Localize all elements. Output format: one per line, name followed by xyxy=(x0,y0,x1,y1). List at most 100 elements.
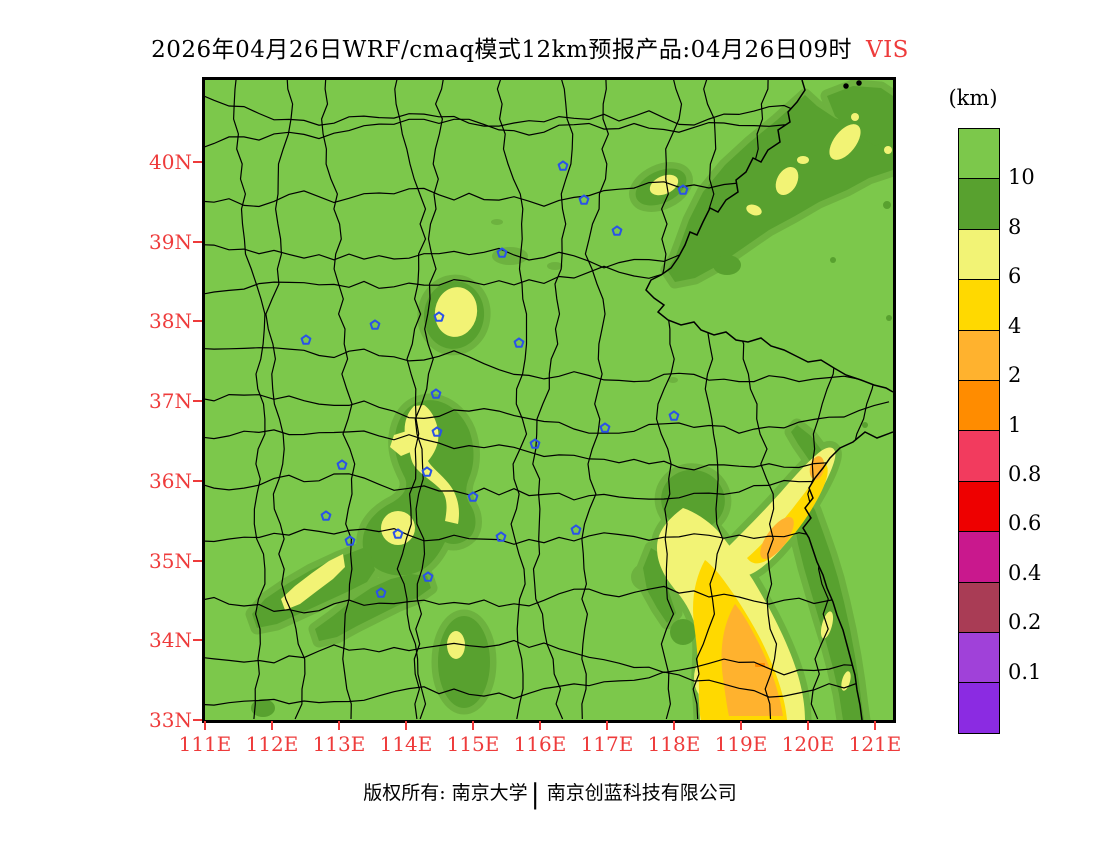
boundary-line xyxy=(205,93,890,127)
station-marker xyxy=(375,587,387,598)
lat-tick-mark xyxy=(193,479,202,482)
colorbar-cell xyxy=(959,683,999,733)
lon-tick-label: 117E xyxy=(580,732,634,756)
boundary-line xyxy=(413,80,445,720)
lon-tick-mark xyxy=(405,721,407,730)
colorbar-cell xyxy=(959,129,999,180)
boundary-line xyxy=(205,639,890,676)
lat-tick-mark xyxy=(193,240,202,243)
lat-tick-label: 40N xyxy=(149,150,192,174)
lon-tick-mark xyxy=(874,721,876,730)
colorbar-cell xyxy=(959,229,999,281)
page-title: 2026年04月26日WRF/cmaq模式12km预报产品:04月26日09时 V… xyxy=(0,30,1060,64)
colorbar-cell xyxy=(959,633,999,684)
visibility-contour-map xyxy=(205,80,893,720)
lat-tick-label: 33N xyxy=(149,708,192,732)
lat-tick-mark xyxy=(193,559,202,562)
lat-tick-label: 34N xyxy=(149,628,192,653)
lat-tick-mark xyxy=(193,639,202,642)
lon-tick-mark xyxy=(740,721,742,730)
lon-tick-label: 111E xyxy=(178,732,232,756)
station-marker xyxy=(496,247,508,258)
boundary-line xyxy=(232,80,266,720)
forecast-map xyxy=(202,77,896,723)
colorbar-tick-label: 10 xyxy=(1008,165,1035,190)
station-marker xyxy=(557,160,569,171)
boundary-line xyxy=(496,80,528,720)
lon-tick-mark xyxy=(472,721,474,730)
boundary-line xyxy=(205,585,890,614)
station-marker xyxy=(611,225,623,236)
lon-tick-label: 121E xyxy=(848,732,902,756)
station-marker xyxy=(431,426,443,437)
boundary-line xyxy=(581,80,610,720)
lon-tick-label: 120E xyxy=(781,732,835,756)
contour-dark-green-8-10km xyxy=(251,86,893,720)
boundary-line xyxy=(655,80,683,720)
lon-tick-mark xyxy=(338,721,340,730)
station-marker xyxy=(336,459,348,470)
colorbar-cell xyxy=(959,481,999,533)
colorbar-tick-label: 0.2 xyxy=(1008,610,1042,635)
title-variable: VIS xyxy=(865,37,909,63)
boundary-line xyxy=(320,80,356,720)
colorbar-cell xyxy=(959,381,999,432)
lat-tick-label: 35N xyxy=(149,548,192,573)
colorbar-tick-label: 0.8 xyxy=(1008,461,1042,486)
station-marker xyxy=(467,491,479,502)
lon-tick-label: 116E xyxy=(513,732,567,756)
lat-tick-label: 38N xyxy=(149,309,192,334)
station-marker xyxy=(578,194,590,205)
title-text: 2026年04月26日WRF/cmaq模式12km预报产品:04月26日09时 xyxy=(151,37,852,63)
boundary-line xyxy=(205,118,890,150)
lat-tick-mark xyxy=(193,719,202,721)
boundary-line xyxy=(205,429,890,471)
colorbar-tick-label: 0.6 xyxy=(1008,511,1042,536)
colorbar-tick-label: 0.4 xyxy=(1008,560,1042,585)
station-marker xyxy=(599,422,611,433)
boundary-line xyxy=(205,393,890,434)
copyright-separator: | xyxy=(530,779,540,810)
boundary-line xyxy=(692,80,724,720)
station-marker xyxy=(668,410,680,421)
boundary-line xyxy=(532,80,574,720)
lat-tick-label: 37N xyxy=(149,389,192,414)
station-marker xyxy=(320,510,332,521)
station-marker xyxy=(433,311,445,322)
lat-tick-label: 36N xyxy=(149,468,192,493)
station-marker xyxy=(495,531,507,542)
lon-tick-mark xyxy=(807,721,809,730)
boundary-line xyxy=(205,473,890,501)
station-marker xyxy=(513,337,525,348)
station-marker xyxy=(422,571,434,582)
lon-tick-label: 112E xyxy=(245,732,299,756)
station-marker xyxy=(300,334,312,345)
lon-tick-mark xyxy=(204,721,206,730)
lat-tick-mark xyxy=(193,320,202,323)
boundary-line xyxy=(394,80,427,720)
station-markers xyxy=(300,160,689,598)
colorbar-tick-label: 4 xyxy=(1008,313,1022,338)
station-marker xyxy=(421,466,433,477)
lon-tick-mark xyxy=(673,721,675,730)
colorbar-tick-label: 6 xyxy=(1008,264,1022,289)
boundary-line xyxy=(265,80,306,720)
copyright-company: 南京创蓝科技有限公司 xyxy=(546,782,737,804)
colorbar-cell xyxy=(959,280,999,331)
station-marker xyxy=(677,184,689,195)
coastline xyxy=(645,80,893,720)
station-marker xyxy=(570,524,582,535)
lon-tick-label: 114E xyxy=(379,732,433,756)
lon-tick-label: 113E xyxy=(312,732,366,756)
boundary-line xyxy=(205,671,890,706)
colorbar-tick-label: 8 xyxy=(1008,214,1022,239)
station-marker xyxy=(369,319,381,330)
lat-tick-label: 39N xyxy=(149,229,192,254)
station-marker xyxy=(529,438,541,449)
colorbar-cell xyxy=(959,179,999,230)
lon-tick-mark xyxy=(606,721,608,730)
colorbar-tick-label: 0.1 xyxy=(1008,659,1042,684)
station-marker xyxy=(344,535,356,546)
boundary-line xyxy=(205,522,890,545)
